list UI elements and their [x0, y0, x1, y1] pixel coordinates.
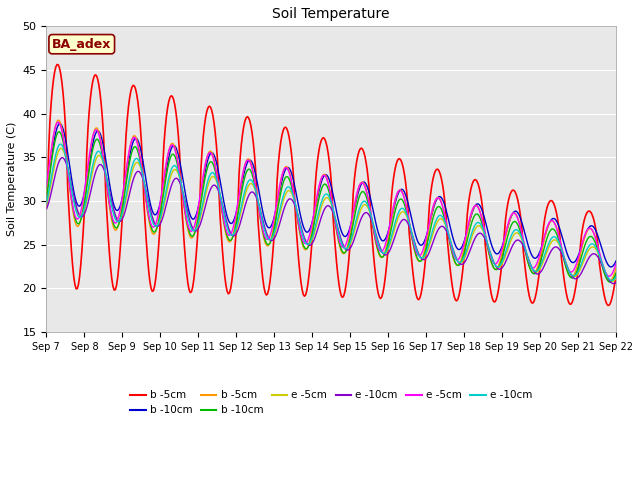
e -5cm [57, 145, 65, 151]
b -10cm [561, 261, 569, 266]
b -10cm [362, 194, 370, 200]
e -5cm [362, 203, 370, 208]
b -10cm [612, 258, 620, 264]
b -10cm [56, 120, 63, 126]
b -5cm [54, 117, 62, 123]
b -5cm [284, 165, 292, 171]
Line: b -10cm: b -10cm [46, 132, 616, 282]
b -10cm [221, 223, 228, 229]
b -5cm [390, 205, 397, 211]
b -5cm [612, 272, 620, 278]
e -5cm [390, 229, 397, 235]
e -10cm [57, 141, 65, 147]
e -5cm [284, 188, 292, 194]
b -10cm [284, 174, 292, 180]
b -5cm [221, 273, 228, 279]
e -5cm [612, 276, 620, 281]
e -5cm [390, 203, 397, 208]
e -10cm [390, 225, 397, 231]
e -10cm [612, 280, 620, 286]
Line: e -10cm: e -10cm [46, 157, 616, 284]
e -10cm [561, 257, 569, 263]
e -10cm [221, 215, 228, 220]
b -5cm [390, 175, 397, 180]
e -10cm [610, 281, 618, 287]
b -10cm [42, 196, 50, 202]
Y-axis label: Soil Temperature (C): Soil Temperature (C) [7, 122, 17, 236]
b -5cm [362, 161, 370, 167]
b -5cm [42, 205, 50, 211]
Line: e -10cm: e -10cm [46, 144, 616, 280]
b -5cm [605, 278, 612, 284]
e -10cm [221, 211, 228, 217]
b -5cm [612, 265, 620, 271]
e -5cm [561, 257, 569, 263]
e -5cm [609, 278, 616, 284]
e -10cm [42, 200, 50, 206]
b -5cm [462, 235, 470, 241]
b -10cm [221, 204, 228, 209]
Line: e -5cm: e -5cm [46, 148, 616, 281]
e -10cm [462, 257, 470, 263]
b -10cm [390, 215, 397, 220]
e -5cm [362, 188, 370, 194]
e -10cm [561, 258, 569, 264]
b -10cm [362, 181, 370, 187]
e -10cm [607, 277, 615, 283]
e -5cm [284, 167, 292, 172]
e -10cm [58, 155, 66, 160]
b -10cm [390, 206, 397, 212]
e -5cm [561, 257, 569, 263]
e -10cm [362, 200, 370, 205]
e -5cm [42, 183, 50, 189]
Line: b -10cm: b -10cm [46, 123, 616, 267]
e -5cm [54, 119, 62, 125]
b -5cm [42, 191, 50, 196]
e -10cm [284, 184, 292, 190]
b -10cm [284, 165, 292, 170]
b -10cm [607, 264, 615, 270]
b -5cm [362, 187, 370, 193]
e -5cm [221, 213, 228, 219]
b -10cm [606, 279, 614, 285]
b -10cm [612, 270, 620, 276]
b -5cm [53, 61, 61, 67]
Line: b -5cm: b -5cm [46, 120, 616, 281]
b -10cm [561, 244, 569, 250]
Line: e -5cm: e -5cm [46, 122, 616, 276]
Line: b -5cm: b -5cm [46, 64, 616, 305]
e -5cm [462, 231, 470, 237]
e -10cm [612, 274, 620, 279]
b -10cm [462, 242, 470, 248]
e -10cm [390, 238, 397, 243]
e -10cm [362, 210, 370, 216]
b -10cm [462, 232, 470, 238]
b -10cm [42, 185, 50, 191]
e -10cm [462, 249, 470, 254]
b -5cm [462, 227, 470, 233]
b -5cm [561, 260, 569, 266]
e -5cm [42, 203, 50, 208]
e -5cm [462, 251, 470, 257]
b -5cm [561, 282, 569, 288]
Legend: b -5cm, b -10cm, b -5cm, b -10cm, e -5cm, e -10cm, e -5cm, e -10cm: b -5cm, b -10cm, b -5cm, b -10cm, e -5cm… [126, 386, 536, 420]
Text: BA_adex: BA_adex [52, 37, 111, 51]
Title: Soil Temperature: Soil Temperature [273, 7, 390, 21]
b -10cm [56, 129, 63, 134]
e -5cm [221, 222, 228, 228]
b -5cm [605, 302, 612, 308]
e -10cm [284, 197, 292, 203]
b -5cm [221, 226, 228, 232]
e -10cm [42, 206, 50, 212]
e -5cm [612, 261, 620, 266]
e -5cm [605, 273, 612, 279]
b -5cm [284, 129, 292, 134]
